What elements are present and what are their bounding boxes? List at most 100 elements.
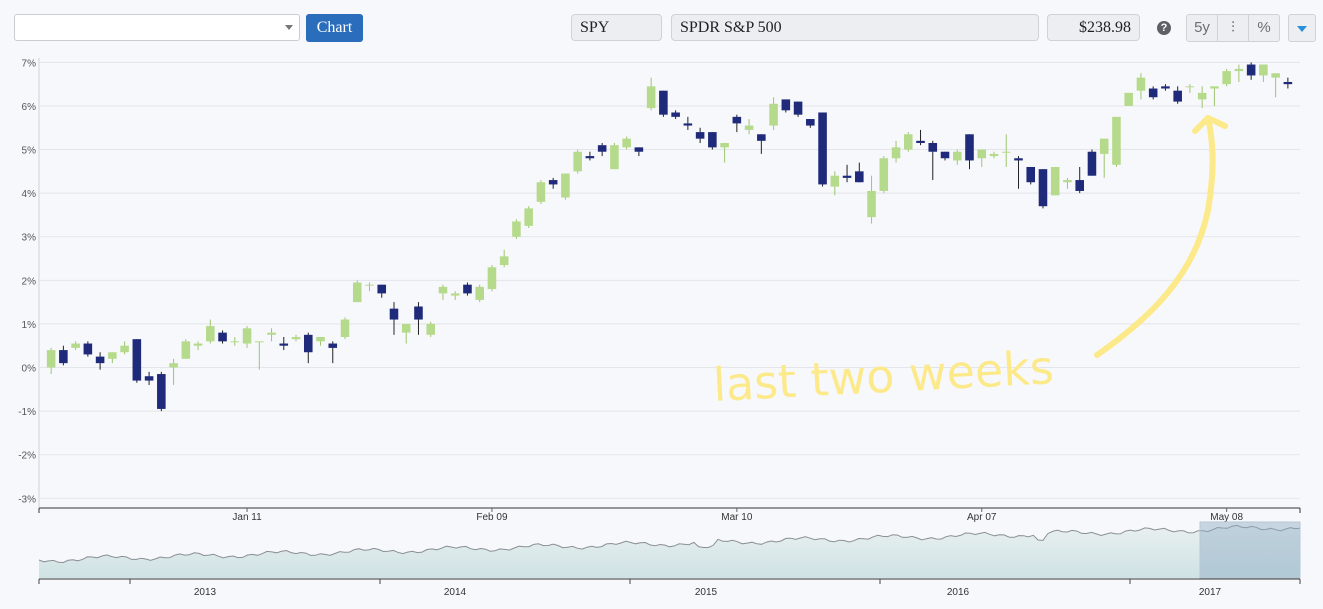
candle-body bbox=[303, 334, 313, 353]
candle bbox=[1148, 86, 1158, 100]
y-tick-label: 1% bbox=[22, 320, 37, 331]
candle bbox=[879, 156, 889, 194]
candle bbox=[120, 341, 129, 355]
chart-button[interactable]: Chart bbox=[306, 14, 363, 42]
candle-body bbox=[1197, 92, 1207, 100]
candle bbox=[1014, 156, 1023, 189]
candle-body bbox=[1283, 81, 1293, 85]
candle-body bbox=[903, 134, 913, 150]
candle bbox=[1001, 134, 1011, 167]
candle-body bbox=[1112, 116, 1121, 165]
candle-body bbox=[842, 175, 852, 178]
candle bbox=[1099, 138, 1109, 178]
navigator-year-label: 2013 bbox=[194, 587, 217, 598]
period-button[interactable]: 5y bbox=[1186, 14, 1218, 42]
candle bbox=[1026, 166, 1036, 185]
candle-body bbox=[169, 363, 178, 368]
candle bbox=[818, 112, 827, 187]
candle bbox=[59, 345, 68, 366]
candle-body bbox=[267, 332, 276, 335]
y-tick-label: 4% bbox=[22, 189, 37, 200]
candle bbox=[1063, 177, 1072, 189]
candle-body bbox=[1014, 158, 1023, 161]
candle-body bbox=[769, 103, 778, 126]
candle bbox=[389, 302, 399, 335]
candle-body bbox=[206, 326, 215, 342]
candle bbox=[1210, 86, 1219, 106]
candle bbox=[561, 173, 570, 200]
price-field: $238.98 bbox=[1047, 14, 1140, 41]
navigator-selection bbox=[1199, 521, 1301, 579]
candle-body bbox=[279, 343, 289, 346]
percent-button[interactable]: % bbox=[1248, 14, 1280, 42]
candle-body bbox=[1271, 73, 1280, 78]
y-tick-label: 7% bbox=[22, 58, 37, 69]
candle bbox=[744, 119, 754, 135]
help-icon[interactable]: ? bbox=[1157, 21, 1171, 35]
candle-body bbox=[59, 350, 68, 364]
candle bbox=[352, 280, 362, 303]
candle bbox=[695, 127, 705, 144]
candle-body bbox=[1234, 68, 1244, 72]
candle-body bbox=[867, 190, 876, 218]
candle-body bbox=[708, 132, 717, 148]
candle bbox=[708, 132, 717, 150]
security-name-field[interactable]: SPDR S&P 500 bbox=[671, 14, 1039, 41]
candle-body bbox=[463, 284, 472, 294]
y-tick-label: -2% bbox=[18, 451, 36, 462]
candle bbox=[279, 336, 289, 351]
y-tick-label: -1% bbox=[18, 407, 36, 418]
candle-body bbox=[1161, 86, 1170, 89]
candle-body bbox=[891, 147, 901, 159]
candle-body bbox=[965, 134, 974, 161]
candle-body bbox=[426, 323, 436, 335]
candle-body bbox=[365, 284, 374, 286]
y-tick-label: 0% bbox=[22, 364, 37, 375]
candle bbox=[965, 134, 974, 170]
navigator-year-label: 2014 bbox=[444, 587, 467, 598]
candle bbox=[340, 317, 350, 340]
candle-body bbox=[71, 343, 80, 348]
annotation-text: last two weeks bbox=[712, 340, 1055, 412]
candle-body bbox=[548, 180, 558, 185]
candle bbox=[303, 332, 313, 364]
candle bbox=[401, 323, 411, 344]
candle bbox=[414, 302, 423, 335]
candle-body bbox=[646, 86, 656, 109]
candle bbox=[634, 147, 644, 157]
candle bbox=[316, 336, 325, 346]
candle-body bbox=[242, 328, 252, 344]
candle bbox=[781, 99, 791, 113]
candle-body bbox=[144, 376, 154, 381]
candle bbox=[977, 149, 987, 167]
candle bbox=[1136, 73, 1146, 100]
candle-body bbox=[83, 343, 93, 355]
candle bbox=[83, 341, 93, 357]
x-tick-label: Mar 10 bbox=[721, 512, 753, 523]
candle-body bbox=[855, 171, 864, 183]
candle bbox=[842, 164, 852, 183]
candle-body bbox=[561, 173, 570, 198]
dropdown-button[interactable] bbox=[1288, 14, 1316, 42]
candle bbox=[1197, 86, 1207, 109]
candle-body bbox=[720, 143, 729, 148]
candle-body bbox=[536, 182, 546, 202]
candle bbox=[659, 90, 668, 117]
annotation-arrow bbox=[1094, 115, 1216, 358]
candle-body bbox=[757, 134, 766, 141]
candle-body bbox=[683, 123, 693, 126]
candle bbox=[1271, 73, 1280, 98]
candle-body bbox=[989, 153, 999, 157]
x-tick-label: May 08 bbox=[1210, 512, 1243, 523]
annotation-arrowhead bbox=[1192, 115, 1228, 134]
candle bbox=[793, 101, 803, 117]
navigator[interactable]: 2013 2014 2015 2016 2017 bbox=[38, 521, 1301, 598]
candle-body bbox=[952, 151, 962, 161]
candles bbox=[46, 62, 1293, 412]
caret-down-icon bbox=[1297, 26, 1307, 32]
candle-body bbox=[352, 282, 362, 303]
candle bbox=[757, 134, 766, 154]
ticker-field[interactable]: SPY bbox=[571, 14, 662, 41]
symbol-select[interactable] bbox=[14, 14, 300, 41]
candle-body bbox=[573, 151, 582, 172]
